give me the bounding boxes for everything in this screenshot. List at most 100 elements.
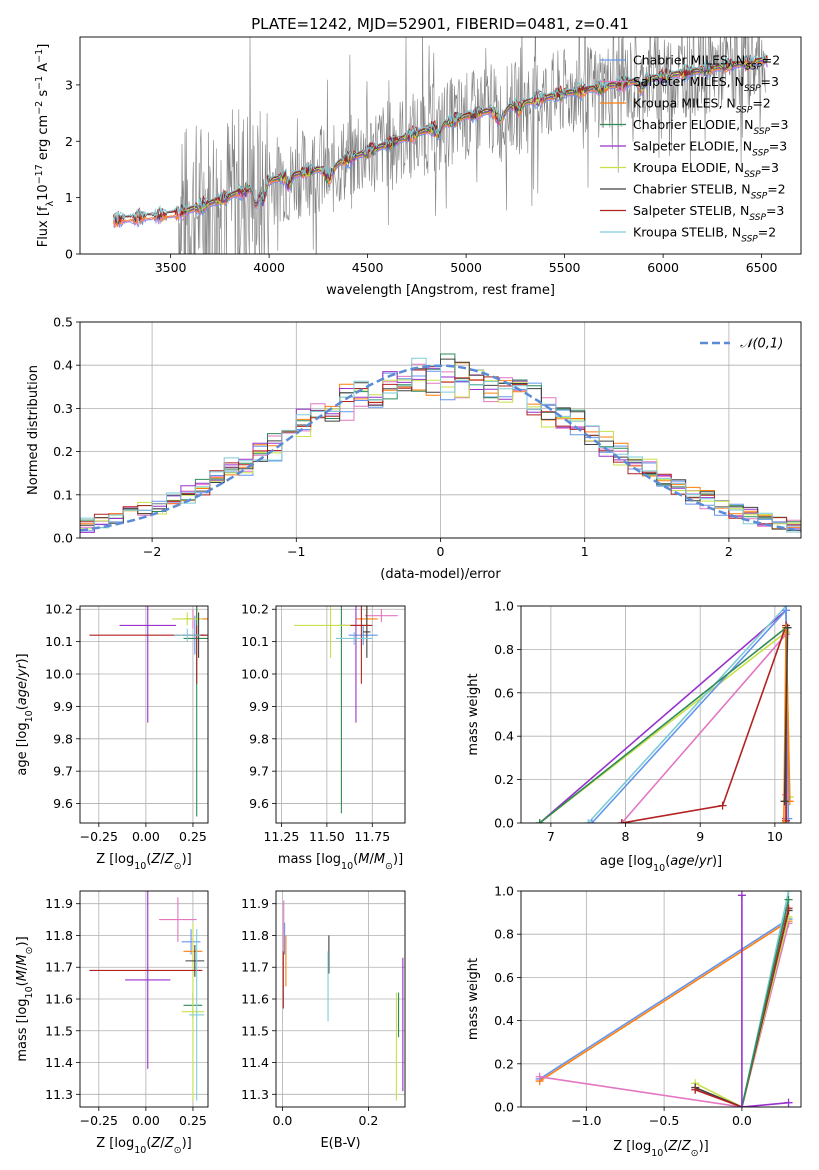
weight-line [694,908,790,1107]
x-axis-label: age [log10(age/yr)] [600,854,722,874]
x-tick-label: 0.25 [179,829,207,844]
weight-series [584,606,793,823]
weight-marker [535,1072,544,1081]
y-tick-label: 0.8 [494,642,514,657]
label-part: Z [681,1139,692,1154]
y-tick-label: 11.8 [45,928,73,943]
legend-sub: SSP [744,84,761,94]
label-part: age [ [15,742,30,775]
errorbar-point [181,929,201,955]
y-tick-label: 9.7 [53,764,73,779]
grid [276,606,405,823]
legend-entry: 𝒩(0,1) [740,337,783,352]
x-axis-label: (data-model)/error [380,567,501,582]
axes-weight_vs_Z: −1.0 −0.5 0.00.00.20.40.60.81.0Z [log10(Z/… [466,884,802,1159]
legend-entry: Salpeter ELODIE, NSSP=3 [633,139,787,159]
x-tick-label: 1 [581,544,589,559]
axes-age_vs_mass: 11.25 11.50 11.75 9.6 9.7 9.8 9.9 10.0 10.1 10.2 m… [241,602,406,872]
label-part: / [677,1139,682,1154]
errorbar-point [159,897,197,942]
errorbar-point [174,628,201,642]
plot-area [89,891,205,1101]
y-tick-label: 9.8 [53,731,73,746]
legend-text: Kroupa ELODIE, N [633,160,744,175]
label-part: )] [15,936,30,946]
y-tick-label: 0.2 [494,772,514,787]
x-tick-label: 11.75 [354,829,390,844]
legend-text: Chabrier STELIB, N [633,182,751,197]
label-part: / [160,852,165,867]
y-tick-label: 1.0 [494,884,514,899]
legend-tail: =2 [752,96,770,111]
legend-entry: Salpeter MILES, NSSP=3 [633,74,779,94]
y-tick-label: 9.6 [249,796,269,811]
legend-tail: =2 [767,182,785,197]
x-tick-label: 0.00 [132,829,160,844]
plot-area [535,891,793,1107]
errorbar-point [350,606,373,684]
axes-frame [520,605,802,824]
legend-tail: =3 [761,74,779,89]
weight-marker [587,819,596,823]
weight-line [539,920,790,1082]
weight-marker [691,1085,700,1094]
legend-entry: Kroupa ELODIE, NSSP=3 [633,160,779,180]
legend-text: Salpeter MILES, N [633,74,744,89]
legend-entry: Chabrier STELIB, NSSP=2 [633,182,786,202]
axes-frame [79,321,802,539]
label-part: ( [15,705,30,710]
x-axis-label: E(B-V) [320,1136,360,1151]
label-part: ( [353,852,358,867]
y-tick-label: 0.0 [53,531,73,546]
label-part: / [695,854,700,869]
residual-histogram [80,357,801,533]
weight-line [539,630,791,823]
label-part: yr [698,854,714,869]
x-tick-label: 0 [437,544,445,559]
grid [276,891,405,1107]
y-tick-label: 10.1 [241,634,269,649]
weight-marker [784,891,793,895]
label-part: ] [36,44,51,49]
axes-frame [520,890,802,1108]
legend-text: Kroupa STELIB, N [633,225,741,240]
label-part: )] [182,852,192,867]
x-tick-label: 0.00 [132,1113,160,1128]
y-tick-label: 0.1 [53,487,73,502]
label-part: 10 [24,710,35,722]
label-part: )] [15,653,30,663]
axes-frame [79,36,802,255]
weight-marker [784,1098,793,1107]
legend-entry: Salpeter STELIB, NSSP=3 [633,203,784,223]
weight-marker [783,623,792,632]
axes-spectrum: 3500 4000 4500 5000 5500 6000 6500 0 1 2 3 waveleng… [34,36,802,298]
x-tick-label: 11.50 [309,829,345,844]
label-part: / [15,965,30,970]
errorbar-point [189,929,205,1101]
label-part: Z [ [613,1139,631,1154]
legend-sub: SSP [753,127,770,137]
legend-sub: SSP [744,170,761,180]
plot-area [294,606,398,814]
label-part: M [358,852,369,867]
y-tick-label: 10.0 [45,667,73,682]
y-tick-label: 9.8 [249,731,269,746]
label-part: log [15,722,30,742]
errorbar-point [125,891,171,1069]
label-part: 10 [24,986,35,998]
x-tick-label: 0.0 [732,1113,752,1128]
y-tick-label: 11.4 [45,1055,73,1070]
y-tick-label: 9.9 [249,699,269,714]
x-tick-label: −2 [143,544,161,559]
weight-series [587,606,793,823]
y-tick-label: 10.2 [45,602,73,617]
legend-tail: =3 [766,203,784,218]
weight-marker [617,819,626,823]
y-axis-label: Normed distribution [26,365,41,495]
grid [521,605,801,824]
weight-line [591,608,790,823]
label-part: −1 [34,49,45,63]
axes-frame [275,890,406,1108]
label-part: log [321,852,341,867]
y-tick-label: 11.6 [45,992,73,1007]
